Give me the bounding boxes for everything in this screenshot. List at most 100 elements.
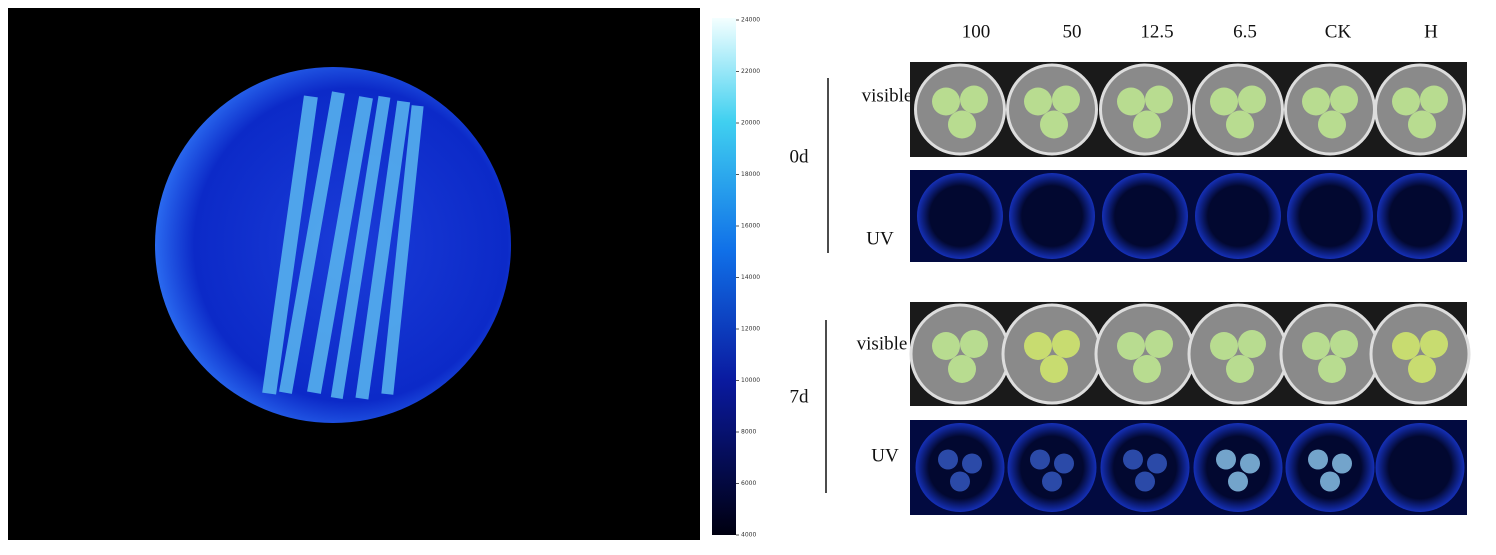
colorbar-tick-label: 24000 [741, 17, 760, 24]
leaf-disc [1133, 355, 1161, 383]
well [1369, 303, 1471, 405]
colorbar-tick-label: 6000 [741, 480, 756, 487]
leaf-disc [960, 85, 988, 114]
well [909, 303, 1011, 405]
well [914, 63, 1006, 156]
well [1001, 303, 1103, 405]
column-label: CK [1325, 21, 1352, 42]
leaf-disc [960, 330, 988, 358]
well [1099, 63, 1191, 156]
row-label: UV [871, 445, 899, 466]
leaf-disc [1238, 85, 1266, 114]
leaf-disc [1117, 332, 1145, 360]
fluorescent-spot [1147, 453, 1167, 474]
well [1187, 303, 1289, 405]
leaf-disc [1318, 355, 1346, 383]
leaf-disc [1145, 330, 1173, 358]
uv-well [1100, 423, 1190, 512]
uv-well [1193, 423, 1283, 512]
leaf-disc [1392, 332, 1420, 360]
well [1192, 63, 1284, 156]
column-label: 12.5 [1140, 21, 1173, 42]
colorbar-tick-label: 16000 [741, 223, 760, 230]
uv-well [1375, 423, 1465, 512]
leaf-disc [1392, 87, 1420, 116]
uv-well [1009, 173, 1095, 259]
leaf-disc [1238, 330, 1266, 358]
leaf-disc [1040, 355, 1068, 383]
leaf-disc [1133, 110, 1161, 139]
fluorescent-spot [1320, 471, 1340, 492]
colorbar-tick-label: 14000 [741, 274, 760, 281]
fluorescent-spot [938, 449, 958, 470]
column-label: 100 [962, 21, 991, 42]
leaf-disc [1420, 330, 1448, 358]
fluorescent-spot [1054, 453, 1074, 474]
leaf-disc [1226, 110, 1254, 139]
row-label: UV [866, 228, 894, 249]
fluorescent-spot [1123, 449, 1143, 470]
uv-well [1287, 173, 1373, 259]
colorbar-tick-label: 22000 [741, 68, 760, 75]
uv-well [1007, 423, 1097, 512]
uv-well [1195, 173, 1281, 259]
fluorescent-spot [1135, 471, 1155, 492]
row-label: visible [862, 85, 913, 106]
leaf-disc [1024, 87, 1052, 116]
column-label: 6.5 [1233, 21, 1257, 42]
leaf-disc [932, 332, 960, 360]
leaf-disc [1330, 330, 1358, 358]
leaf-disc [1330, 85, 1358, 114]
group-label: 0d [790, 146, 810, 167]
leaf-disc [1024, 332, 1052, 360]
fluorescent-spot [962, 453, 982, 474]
leaf-disc [1408, 355, 1436, 383]
colorbar-tick-label: 18000 [741, 171, 760, 178]
leaf-disc [1145, 85, 1173, 114]
fluorescent-spot [1042, 471, 1062, 492]
leaf-disc [1052, 330, 1080, 358]
fluorescent-spot [1240, 453, 1260, 474]
column-label: H [1424, 21, 1438, 42]
colorbar [712, 18, 736, 535]
uv-well [917, 173, 1003, 259]
colorbar-tick-label: 8000 [741, 429, 756, 436]
leaf-disc [1318, 110, 1346, 139]
well [1374, 63, 1466, 156]
leaf-disc [1408, 110, 1436, 139]
streaks [262, 91, 424, 400]
colorbar-tick-label: 10000 [741, 377, 760, 384]
leaf-disc [932, 87, 960, 116]
leaf-disc [1302, 332, 1330, 360]
uv-well [1377, 173, 1463, 259]
fluorescent-spot [1308, 449, 1328, 470]
group-label: 7d [790, 386, 810, 407]
leaf-disc [1210, 332, 1238, 360]
uv-well [1102, 173, 1188, 259]
well [1006, 63, 1098, 156]
leaf-disc [1226, 355, 1254, 383]
leaf-disc [1210, 87, 1238, 116]
leaf-disc [1420, 85, 1448, 114]
fluorescent-spot [950, 471, 970, 492]
colorbar-tick-label: 20000 [741, 120, 760, 127]
leaf-disc [948, 110, 976, 139]
well [1279, 303, 1381, 405]
uv-well [915, 423, 1005, 512]
leaf-disc [948, 355, 976, 383]
leaf-disc [1040, 110, 1068, 139]
column-label: 50 [1063, 21, 1082, 42]
well [1094, 303, 1196, 405]
colorbar-tick-label: 4000 [741, 532, 756, 539]
leaf-disc [1302, 87, 1330, 116]
uv-well [1285, 423, 1375, 512]
leaf-disc [1052, 85, 1080, 114]
row-label: visible [857, 333, 908, 354]
fluorescent-spot [1228, 471, 1248, 492]
fluorescent-spot [1216, 449, 1236, 470]
well [1284, 63, 1376, 156]
colorbar-tick-label: 12000 [741, 326, 760, 333]
leaf-disc [1117, 87, 1145, 116]
fluorescent-spot [1030, 449, 1050, 470]
